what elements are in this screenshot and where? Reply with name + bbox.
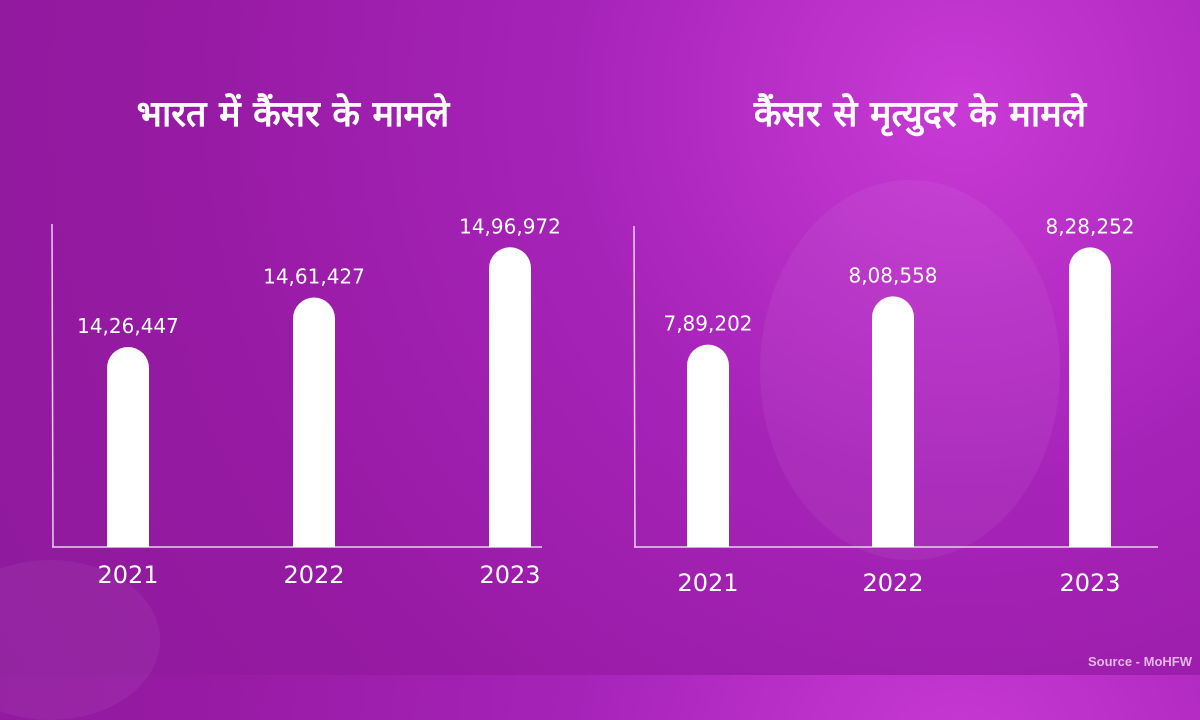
chart-1: 14,26,447 2021 14,61,427 2022 14,96,972 2023 xyxy=(51,214,561,589)
value-label: 14,26,447 xyxy=(77,314,179,338)
x-tick-label: 2023 xyxy=(1059,569,1120,597)
bar-charts: 14,26,447202114,61,427202214,96,97220237… xyxy=(51,214,1158,597)
y-axis xyxy=(51,223,54,548)
value-label: 8,08,558 xyxy=(848,263,937,287)
chart-2: 7,89,202 2021 8,08,558 2022 8,28,252 2023 xyxy=(633,214,1158,597)
value-label: 7,89,202 xyxy=(663,312,752,336)
bar-2023 xyxy=(489,247,531,547)
value-label: 8,28,252 xyxy=(1045,214,1134,238)
value-label: 14,96,972 xyxy=(459,214,561,238)
x-tick-label: 2021 xyxy=(97,561,158,589)
chart-title-cancer-deaths: कैंसर से मृत्युदर के मामले xyxy=(753,94,1087,135)
chart-title-cancer-cases: भारत में कैंसर के मामले xyxy=(136,94,450,135)
bar-2023 xyxy=(1069,247,1111,547)
bar-2022 xyxy=(293,297,335,547)
source-note: Source - MoHFW xyxy=(1088,654,1192,669)
value-label: 14,61,427 xyxy=(263,265,365,289)
x-tick-label: 2023 xyxy=(479,561,540,589)
x-tick-label: 2021 xyxy=(677,569,738,597)
bar-2021 xyxy=(687,344,729,547)
bar-2022 xyxy=(872,296,914,547)
y-axis xyxy=(633,225,636,548)
bar-2021 xyxy=(107,347,149,547)
x-tick-label: 2022 xyxy=(862,569,923,597)
x-tick-label: 2022 xyxy=(283,561,344,589)
